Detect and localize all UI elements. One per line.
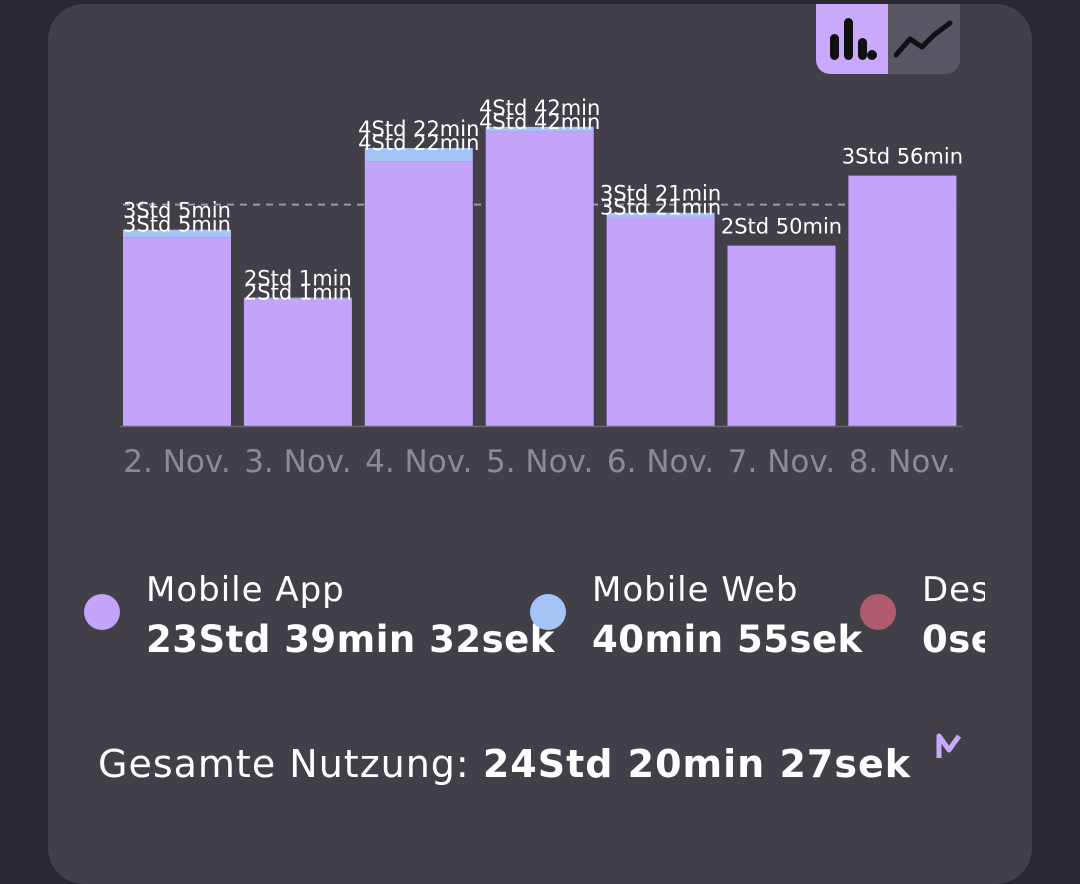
bar-total-label: 4Std 42min [479,96,600,120]
usage-card: 3Std 5min 3Std 5min 2. Nov. 2Std 1min 2Std 1… [48,4,1032,884]
bar-mobile-app [727,245,836,426]
x-tick-label: 8. Nov. [849,444,956,480]
bar-chart-icon[interactable] [816,4,888,74]
bar-mobile-app [123,237,231,426]
bar-mobile-app [485,131,594,426]
bar-mobile-app [243,298,352,426]
bar-total-label: 2Std 1min [244,267,352,291]
legend-item-desktop: Desktop 0sek [48,4,985,704]
bar-mobile-app [364,161,473,426]
x-tick-label: 2. Nov. [123,444,230,480]
total-usage-label: Gesamte Nutzung: [98,742,470,786]
bar-mobile-web [364,148,473,162]
legend-label: Mobile Web [592,570,799,610]
x-tick-label: 6. Nov. [607,444,714,480]
bar-total-label: 2Std 50min [721,215,842,239]
legend-dot [530,594,566,630]
x-tick-label: 7. Nov. [728,444,835,480]
total-usage: Gesamte Nutzung: 24Std 20min 27sek [98,742,911,786]
legend-dot [860,594,896,630]
legend-value: 40min 55sek [592,618,863,661]
chart-view-toggle[interactable] [816,4,960,74]
x-tick-label: 4. Nov. [365,444,472,480]
bar-mobile-web [485,126,594,132]
bar-segment-label: 4Std 22min [358,131,479,155]
legend-label: Desktop [922,570,985,610]
bar-total-label: 3Std 5min [123,199,231,223]
legend-value: 0sek [922,618,985,661]
legend-label: Mobile App [146,570,345,610]
legend-value: 23Std 39min 32sek [146,618,555,661]
legend-dot [84,594,120,630]
bar-mobile-app [848,175,957,426]
bar-segment-label: 3Std 21min [600,196,721,220]
bar-mobile-app [606,216,715,426]
bar-segment-label: 2Std 1min [244,281,352,305]
bar-segment-label: 4Std 42min [479,110,600,134]
bar-mobile-web [606,212,715,217]
total-usage-value: 24Std 20min 27sek [482,742,911,786]
bar-mobile-web [123,229,231,238]
x-tick-label: 3. Nov. [244,444,351,480]
bar-mobile-web [243,297,352,299]
bar-segment-label: 3Std 5min [123,213,231,237]
line-chart-icon[interactable] [888,4,960,74]
bar-total-label: 3Std 56min [842,145,963,169]
bar-total-label: 4Std 22min [358,117,479,141]
x-tick-label: 5. Nov. [486,444,593,480]
chevron-logo-icon[interactable] [936,730,962,768]
bar-total-label: 3Std 21min [600,182,721,206]
